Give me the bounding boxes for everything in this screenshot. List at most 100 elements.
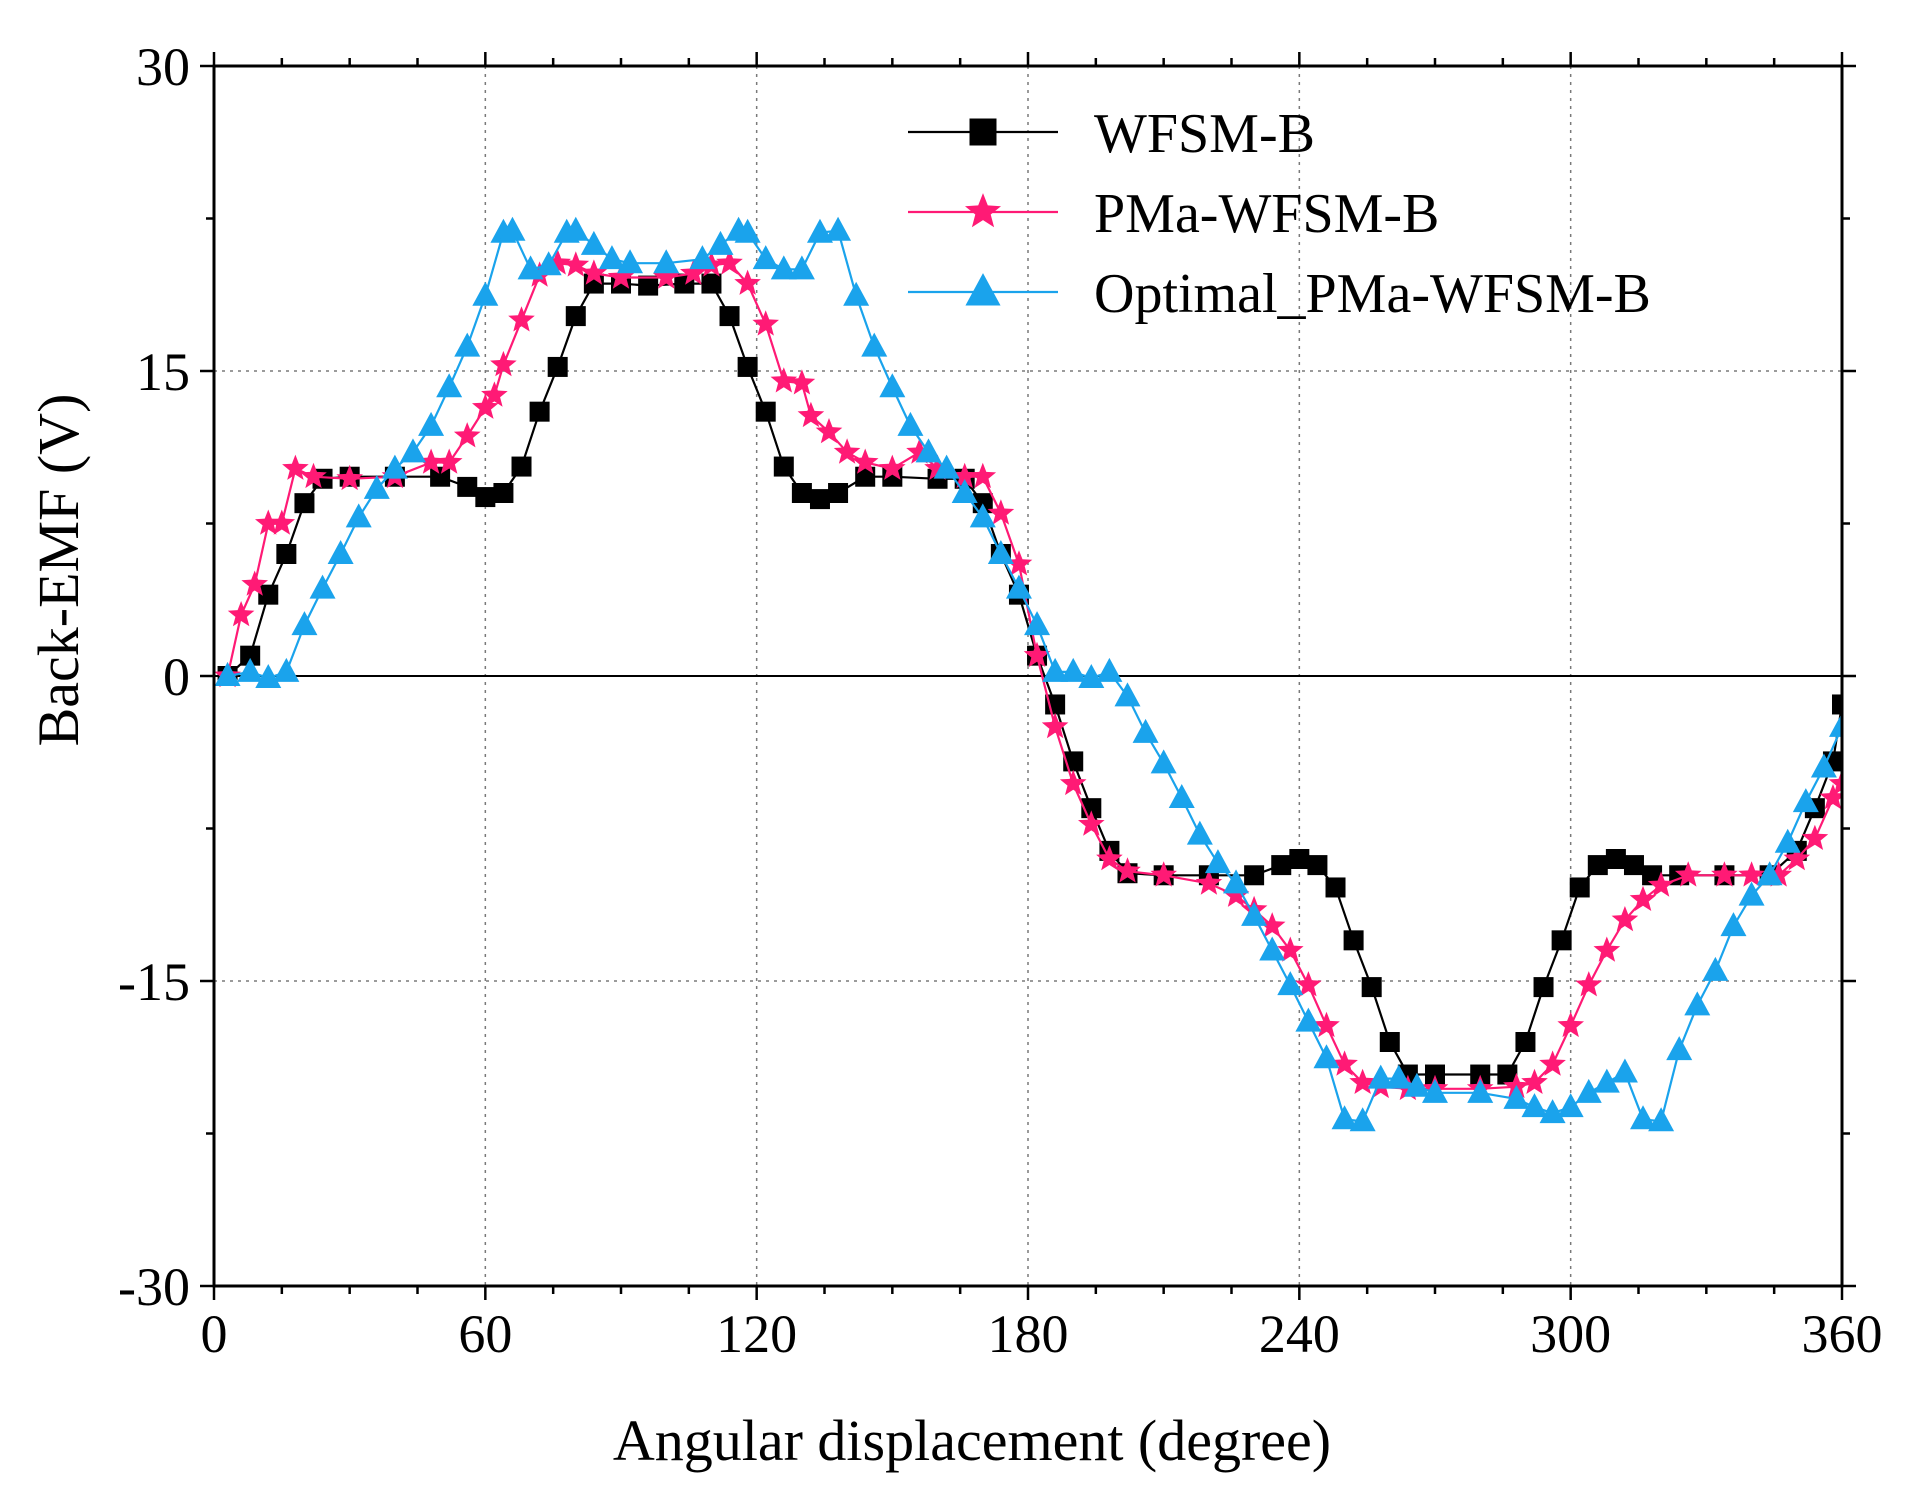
legend-item: PMa-WFSM-B (908, 183, 1439, 245)
data-point (453, 422, 481, 448)
x-tick-label: 360 (1802, 1304, 1883, 1364)
series-Optimal_PMa-WFSM-B (214, 216, 1900, 1132)
data-point (1467, 1078, 1494, 1103)
data-point (791, 483, 812, 503)
data-point (1385, 1064, 1412, 1089)
data-point (1325, 877, 1346, 898)
data-point (258, 584, 279, 605)
data-point (1168, 784, 1195, 808)
data-point (915, 438, 942, 463)
data-point (1575, 971, 1603, 997)
data-point (336, 464, 363, 491)
data-point (1114, 682, 1141, 707)
data-point (1186, 820, 1213, 845)
x-tick-label: 300 (1530, 1304, 1611, 1364)
data-point (788, 369, 816, 395)
data-point (972, 493, 993, 514)
legend: WFSM-B PMa-WFSM-B Optimal_PMa-WFSM-B (908, 103, 1651, 325)
data-point (719, 306, 740, 327)
data-point (508, 306, 535, 332)
data-point (843, 281, 870, 306)
data-point (652, 263, 680, 289)
data-point (1005, 574, 1032, 599)
data-point (906, 438, 933, 464)
data-point (255, 664, 282, 689)
data-point (855, 466, 876, 487)
data-point (399, 438, 426, 463)
data-point (1647, 871, 1675, 897)
series-WFSM-B (217, 273, 1842, 1085)
data-point (300, 462, 327, 489)
data-point (1005, 550, 1033, 576)
legend-marker (965, 193, 1001, 228)
series-layer (214, 216, 1900, 1132)
data-point (1307, 855, 1328, 876)
legend-label: PMa-WFSM-B (1094, 183, 1439, 245)
data-point (809, 489, 830, 510)
data-point (1630, 1105, 1657, 1130)
x-tick-label: 180 (988, 1304, 1069, 1364)
data-point (806, 218, 833, 243)
data-point (1403, 1072, 1430, 1097)
data-point (1874, 662, 1900, 686)
data-point (430, 466, 451, 487)
data-point (481, 381, 508, 407)
data-point (1096, 845, 1123, 871)
data-point (1223, 869, 1250, 894)
data-point (268, 509, 296, 535)
data-point (1738, 861, 1765, 887)
data-point (598, 245, 625, 270)
data-point (1379, 1032, 1400, 1052)
data-point (1422, 1078, 1448, 1103)
data-point (1078, 664, 1105, 689)
data-point (833, 438, 861, 464)
data-point (1711, 861, 1738, 887)
data-point (1313, 1011, 1340, 1038)
data-point (1856, 656, 1882, 680)
data-point (752, 310, 779, 336)
grid-lines (214, 66, 1842, 1286)
data-point (607, 263, 635, 289)
data-point (1666, 1036, 1693, 1061)
data-point (457, 476, 478, 497)
data-point (689, 245, 716, 270)
data-point (1765, 861, 1792, 887)
data-point (770, 255, 797, 280)
data-point (1629, 885, 1657, 911)
data-point (1674, 861, 1702, 887)
legend-label: Optimal_PMa-WFSM-B (1094, 263, 1651, 325)
data-point (276, 544, 297, 564)
series-line (226, 282, 1842, 1076)
data-point (227, 601, 255, 627)
data-point (1244, 865, 1265, 886)
data-point (707, 230, 734, 255)
data-point (1521, 1068, 1548, 1094)
data-point (951, 479, 978, 503)
data-point (1801, 824, 1829, 850)
data-point (345, 503, 372, 528)
data-point (1539, 1050, 1566, 1076)
data-point (737, 356, 758, 377)
data-point (1642, 865, 1663, 886)
data-point (987, 499, 1015, 525)
data-point (755, 401, 776, 422)
data-point (734, 218, 761, 243)
data-point (1289, 849, 1310, 869)
data-point (1702, 956, 1729, 981)
data-point (752, 245, 779, 270)
data-point (1132, 718, 1159, 743)
data-point (1258, 912, 1286, 938)
data-point (1096, 657, 1123, 682)
data-point (1349, 1068, 1376, 1094)
data-point (1222, 881, 1250, 907)
series-PMa-WFSM-B (214, 249, 1842, 1101)
data-point (291, 611, 318, 636)
data-point (511, 456, 532, 477)
data-point (475, 487, 496, 508)
data-point (1349, 1107, 1376, 1132)
data-point (1720, 912, 1747, 937)
data-point (680, 259, 707, 285)
data-point (493, 483, 514, 503)
data-point (969, 503, 996, 528)
data-point (309, 574, 336, 599)
